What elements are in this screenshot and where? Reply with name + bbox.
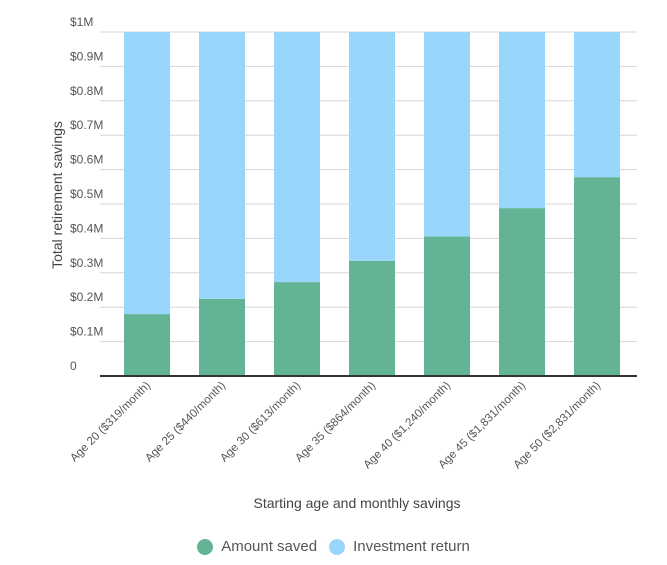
y-tick-label-8: $0.8M [70, 84, 103, 98]
y-tick-label-5: $0.5M [70, 187, 103, 201]
bar-amount-saved-3 [349, 260, 395, 376]
bar-amount-saved-5 [499, 208, 545, 376]
legend-label-investment-return: Investment return [353, 538, 470, 555]
x-tick-label-5: Age 45 ($1,831/month) [436, 380, 528, 472]
x-tick-label-0: Age 20 ($319/month) [68, 380, 153, 465]
bar-investment-return-3 [349, 32, 395, 261]
bar-investment-return-4 [424, 32, 470, 237]
legend-swatch-investment-return [329, 538, 346, 555]
bar-amount-saved-2 [274, 282, 320, 376]
legend-label-amount-saved: Amount saved [221, 538, 318, 555]
y-tick-labels: 0 $0.1M $0.2M $0.3M $0.4M $0.5M $0.6M $0.7M $0.8… [70, 15, 103, 373]
y-tick-label-1: $0.1M [70, 325, 103, 339]
bar-investment-return-6 [574, 32, 620, 178]
bar-amount-saved-0 [124, 314, 170, 376]
bar-amount-saved-6 [574, 177, 620, 376]
y-tick-label-6: $0.6M [70, 153, 103, 167]
bar-investment-return-1 [199, 32, 245, 299]
x-tick-label-4: Age 40 ($1,240/month) [361, 380, 453, 472]
x-tick-label-1: Age 25 ($440/month) [143, 380, 228, 465]
legend-item-investment-return[interactable]: Investment return [329, 538, 470, 555]
bar-investment-return-2 [274, 32, 320, 283]
bar-investment-return-5 [499, 32, 545, 209]
bars [124, 32, 620, 376]
bar-amount-saved-1 [199, 298, 245, 376]
bar-investment-return-0 [124, 32, 170, 315]
y-tick-label-3: $0.3M [70, 256, 103, 270]
y-tick-label-0: 0 [70, 359, 77, 373]
x-tick-labels: Age 20 ($319/month)Age 25 ($440/month)Ag… [68, 380, 603, 472]
y-axis-title: Total retirement savings [49, 121, 65, 269]
legend-item-amount-saved[interactable]: Amount saved [197, 538, 317, 555]
y-tick-label-4: $0.4M [70, 221, 103, 235]
bar-amount-saved-4 [424, 236, 470, 376]
y-tick-label-9: $0.9M [70, 49, 103, 63]
legend-swatch-amount-saved [197, 538, 214, 555]
y-tick-label-2: $0.2M [70, 290, 103, 304]
y-tick-label-7: $0.7M [70, 118, 103, 132]
x-tick-label-3: Age 35 ($864/month) [293, 380, 378, 465]
x-tick-label-6: Age 50 ($2,831/month) [511, 380, 603, 472]
x-axis-title: Starting age and monthly savings [253, 495, 460, 511]
y-tick-label-10: $1M [70, 15, 93, 29]
legend: Amount saved Investment return [0, 538, 667, 555]
x-tick-label-2: Age 30 ($613/month) [218, 380, 303, 465]
